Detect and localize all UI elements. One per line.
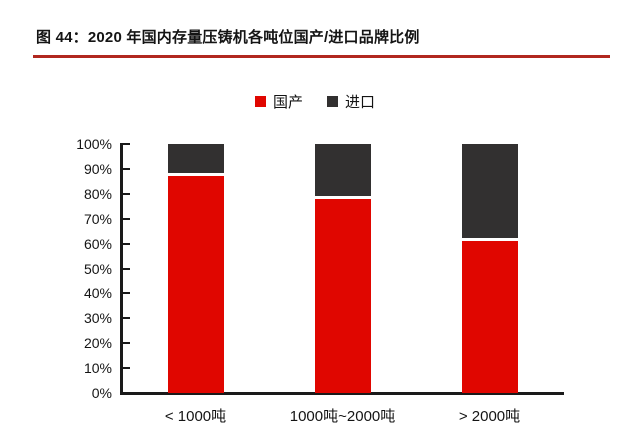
y-axis-label: 60% (83, 235, 112, 252)
legend-label-domestic: 国产 (272, 94, 303, 111)
y-axis-label: 80% (83, 185, 112, 202)
y-axis-label: 100% (76, 136, 112, 152)
legend-label-import: 进口 (345, 94, 376, 111)
y-axis-label: 50% (83, 260, 112, 277)
y-axis-label: 20% (83, 335, 112, 352)
y-axis-label: 90% (83, 160, 112, 177)
y-axis-tick (122, 217, 130, 220)
y-axis-tick (122, 167, 130, 170)
bar-segment-domestic (314, 198, 371, 393)
bar-segment-import (167, 144, 224, 174)
legend: 国产 进口 (0, 91, 630, 112)
y-axis-tick (122, 267, 130, 270)
y-axis-tick (122, 242, 130, 245)
legend-swatch-domestic (254, 96, 266, 107)
y-axis-tick (122, 292, 130, 295)
y-axis-tick (122, 342, 130, 345)
bar-segment-import (314, 144, 371, 196)
x-axis-line (120, 392, 564, 395)
y-axis-label: 30% (83, 310, 112, 327)
bar-segment-import (461, 144, 518, 239)
y-axis-label: 10% (83, 360, 112, 377)
y-axis-tick (122, 143, 130, 145)
y-axis-tick (122, 192, 130, 195)
legend-item-domestic: 国产 (254, 91, 303, 112)
y-axis-line (120, 143, 123, 394)
bar-segment-domestic (167, 176, 224, 393)
x-axis-label: 1000吨~2000吨 (289, 408, 396, 425)
y-axis-label: 40% (83, 285, 112, 302)
y-axis-label: 0% (91, 385, 112, 401)
y-axis-tick (122, 317, 130, 320)
x-axis-label: < 1000吨 (164, 408, 227, 425)
y-axis-tick (122, 367, 130, 370)
legend-item-import: 进口 (327, 91, 375, 112)
y-axis-label: 70% (83, 210, 112, 227)
bar-segment-domestic (461, 241, 518, 393)
figure-title: 图 44：2020 年国内存量压铸机各吨位国产/进口品牌比例 (36, 29, 420, 46)
x-axis-label: > 2000吨 (458, 408, 521, 425)
title-underline (33, 55, 610, 58)
legend-swatch-import (327, 96, 338, 107)
